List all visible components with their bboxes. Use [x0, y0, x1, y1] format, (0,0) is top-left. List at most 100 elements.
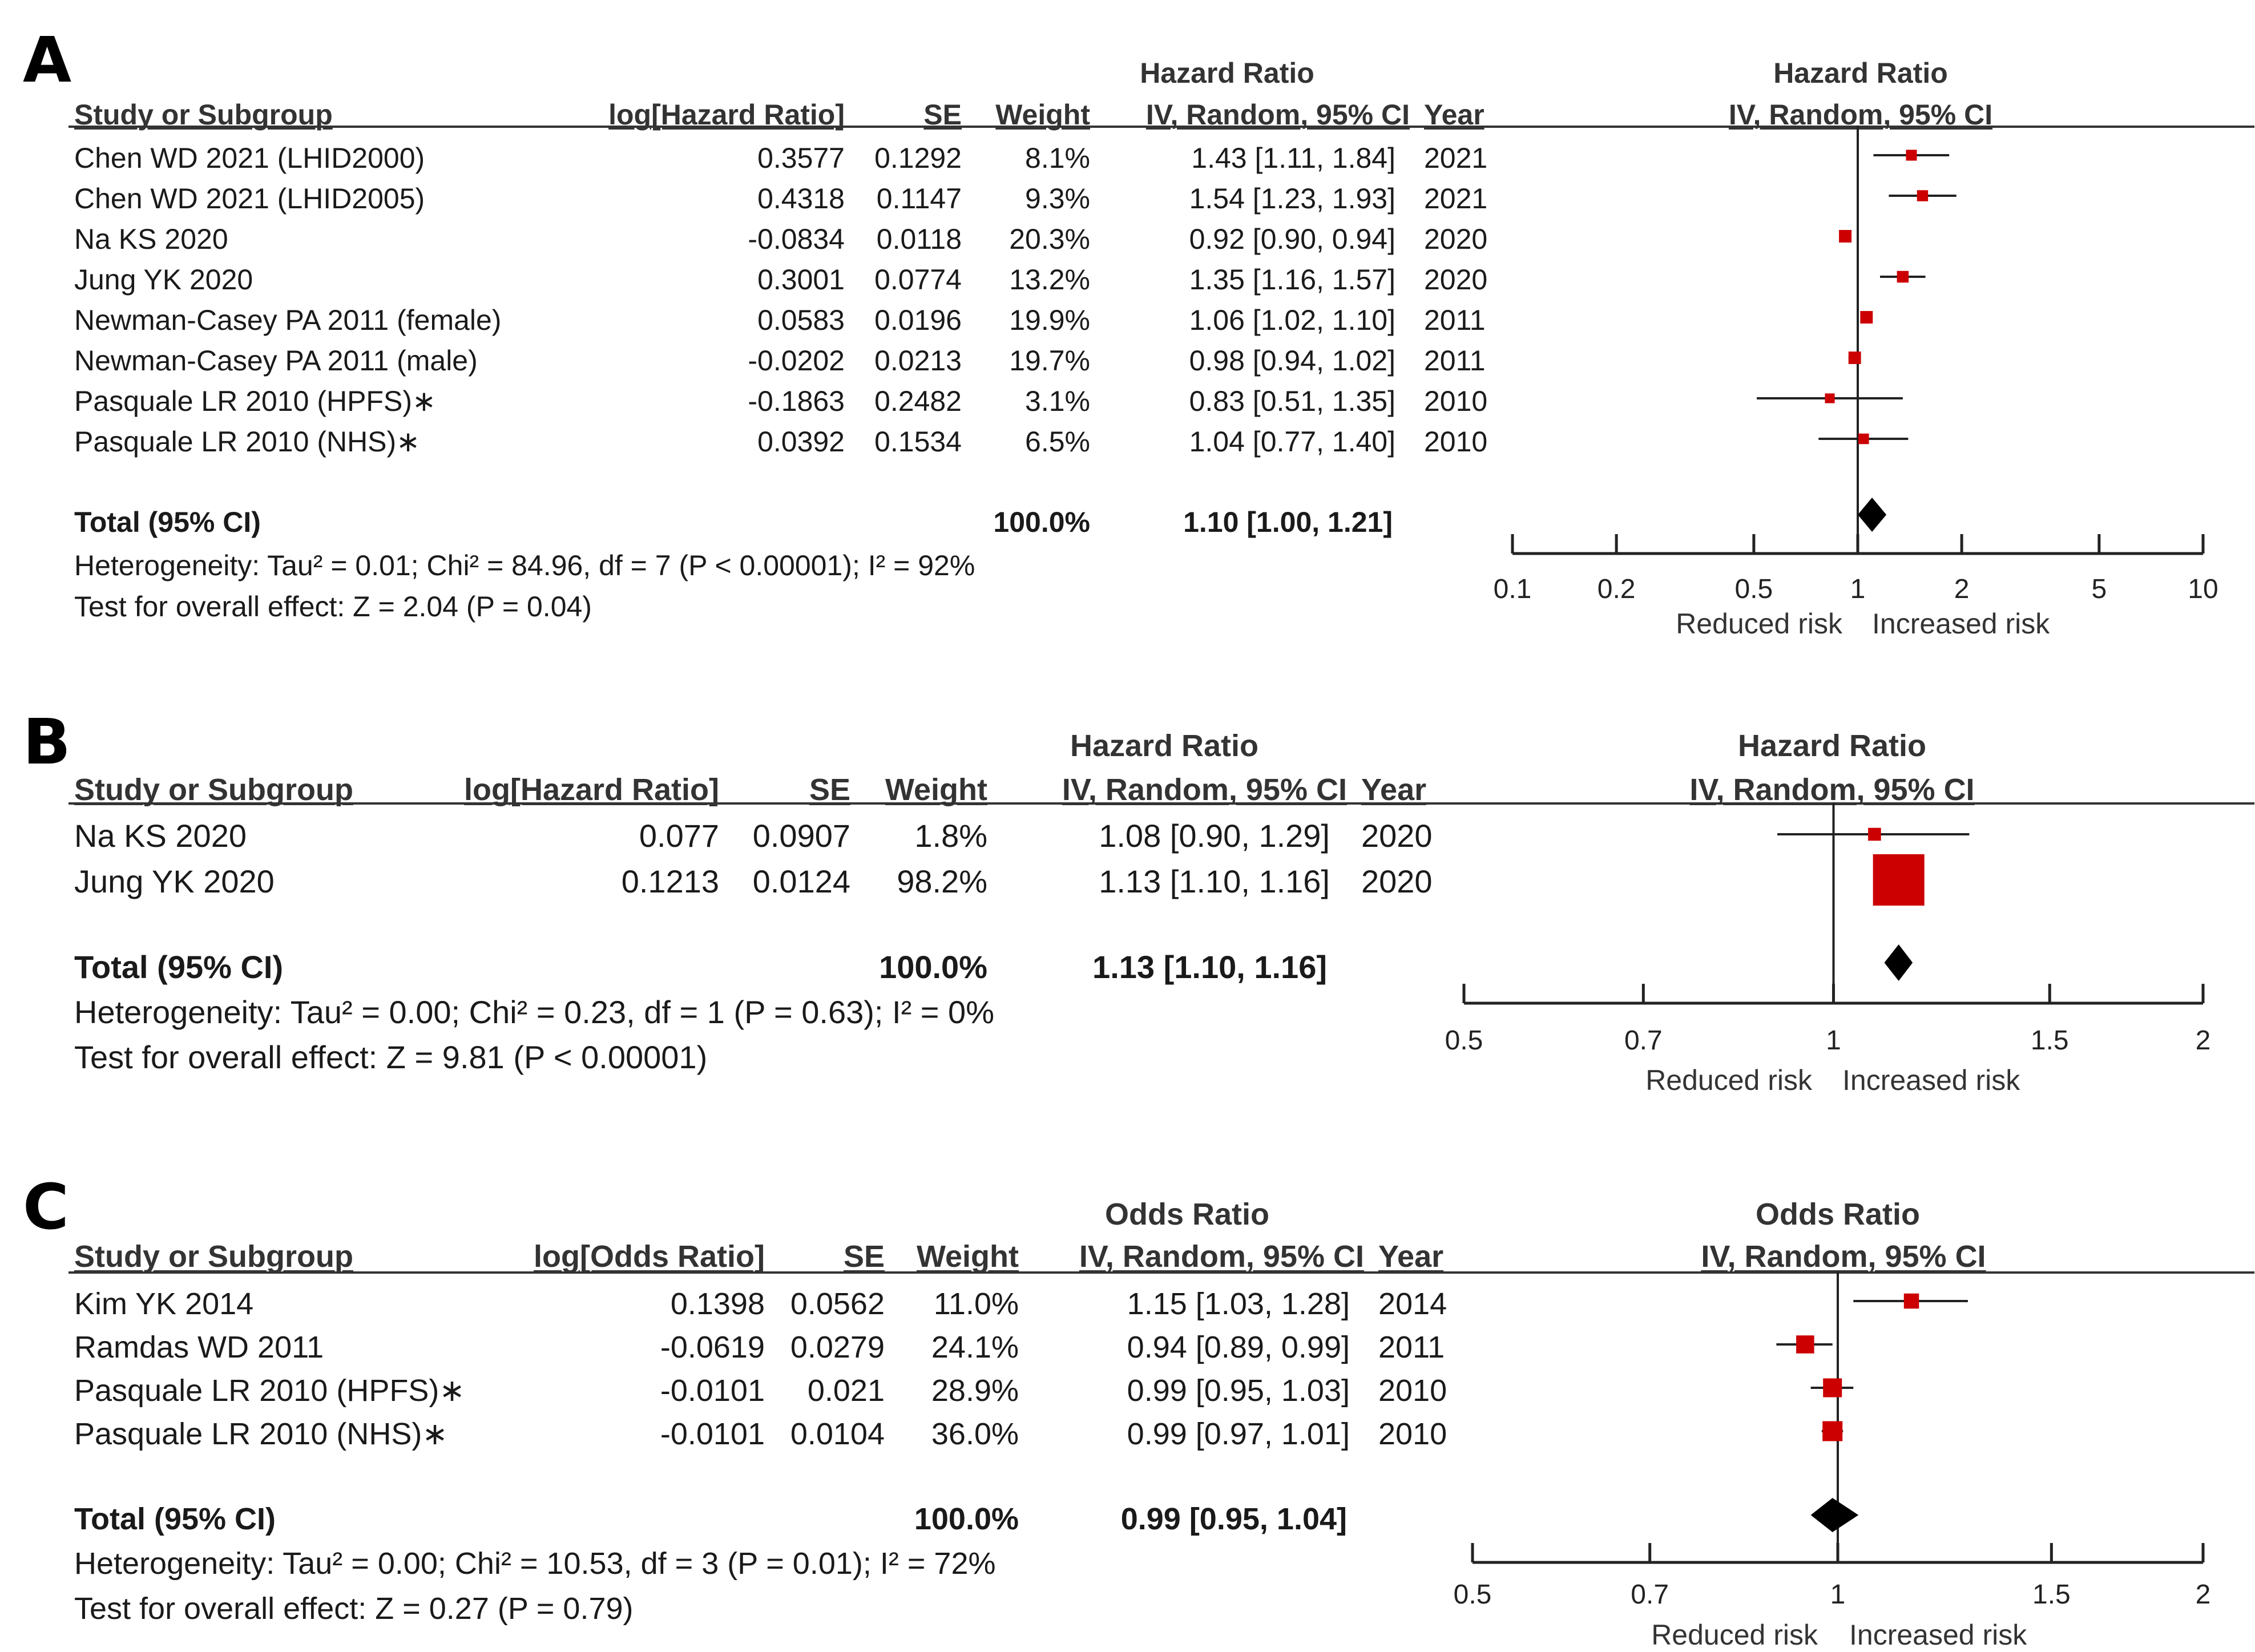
total-ci: 1.10 [1.00, 1.21] — [1183, 506, 1393, 538]
ci-value: 0.98 [0.94, 1.02] — [1189, 345, 1395, 377]
study-name: Pasquale LR 2010 (NHS)∗ — [74, 1417, 448, 1451]
col-header-ci: IV, Random, 95% CI — [1145, 99, 1410, 131]
col-header-weight: Weight — [917, 1239, 1019, 1274]
favours-right-label: Increased risk — [1872, 608, 2050, 640]
forest-plot-area: 0.1 0.2 0.5 1 2 5 10 Reduced risk Increased risk — [1494, 126, 2218, 640]
se-value: 0.1147 — [876, 183, 962, 215]
se-value: 0.1534 — [874, 426, 962, 458]
tick-label: 0.7 — [1624, 1025, 1663, 1056]
weight-value: 6.5% — [1025, 426, 1090, 458]
effect-header: Odds Ratio — [1104, 1197, 1269, 1231]
col-header-study: Study or Subgroup — [74, 773, 353, 807]
weight-value: 11.0% — [933, 1287, 1019, 1321]
year-value: 2020 — [1361, 818, 1433, 854]
col-header-se: SE — [809, 773, 850, 807]
panel-label-a: A — [23, 23, 72, 96]
log-effect-value: 0.3577 — [757, 142, 845, 174]
tick-label: 0.5 — [1445, 1025, 1483, 1056]
overall-effect-text: Test for overall effect: Z = 2.04 (P = 0… — [74, 591, 592, 623]
ci-value: 0.83 [0.51, 1.35] — [1189, 385, 1395, 417]
pooled-effect-diamond — [1810, 1498, 1859, 1532]
log-effect-value: -0.0101 — [660, 1417, 765, 1451]
effect-square — [1796, 1335, 1814, 1354]
log-effect-value: 0.4318 — [757, 183, 845, 215]
study-name: Pasquale LR 2010 (HPFS)∗ — [74, 385, 436, 417]
weight-value: 1.8% — [914, 818, 987, 854]
weight-value: 19.9% — [1009, 304, 1090, 336]
favours-right-label: Increased risk — [1842, 1064, 2020, 1096]
forest-plot-panel-a: A Hazard Ratio Hazard Ratio Study or Sub… — [0, 0, 2255, 673]
tick-label: 2 — [1954, 574, 1970, 604]
log-effect-value: -0.0619 — [660, 1330, 765, 1364]
year-value: 2010 — [1378, 1417, 1447, 1451]
ci-value: 0.94 [0.89, 0.99] — [1127, 1330, 1350, 1364]
plot-header: Hazard Ratio — [1773, 57, 1948, 89]
log-effect-value: 0.077 — [639, 818, 719, 854]
se-value: 0.1292 — [874, 142, 962, 174]
total-label: Total (95% CI) — [74, 949, 284, 985]
pooled-effect-diamond — [1884, 944, 1913, 981]
effect-square — [1839, 230, 1852, 243]
year-value: 2010 — [1424, 385, 1488, 417]
tick-label: 1.5 — [2031, 1025, 2069, 1056]
study-name: Chen WD 2021 (LHID2000) — [74, 142, 425, 174]
weight-value: 13.2% — [1009, 264, 1090, 296]
header-rule — [68, 802, 2254, 805]
effect-square — [1917, 190, 1929, 201]
plot-subheader: IV, Random, 95% CI — [1689, 773, 1975, 807]
weight-value: 28.9% — [931, 1374, 1019, 1408]
weight-value: 36.0% — [931, 1417, 1019, 1451]
log-effect-value: 0.0583 — [757, 304, 845, 336]
log-effect-value: -0.1863 — [748, 385, 845, 417]
tick-label: 0.7 — [1631, 1580, 1669, 1610]
plot-subheader: IV, Random, 95% CI — [1728, 99, 1993, 131]
se-value: 0.0213 — [874, 345, 962, 377]
year-value: 2020 — [1361, 863, 1433, 899]
log-effect-value: 0.0392 — [757, 426, 845, 458]
study-name: Pasquale LR 2010 (NHS)∗ — [74, 426, 421, 458]
plot-header: Odds Ratio — [1755, 1197, 1920, 1231]
favours-right-label: Increased risk — [1849, 1619, 2027, 1651]
col-header-ci: IV, Random, 95% CI — [1079, 1239, 1364, 1274]
heterogeneity-text: Heterogeneity: Tau² = 0.00; Chi² = 0.23,… — [74, 994, 994, 1030]
study-name: Na KS 2020 — [74, 223, 228, 255]
year-value: 2014 — [1378, 1287, 1447, 1321]
year-value: 2021 — [1424, 183, 1488, 215]
favours-left-label: Reduced risk — [1676, 608, 1843, 640]
year-value: 2011 — [1424, 345, 1486, 377]
se-value: 0.0118 — [876, 223, 962, 255]
ci-value: 0.99 [0.97, 1.01] — [1127, 1417, 1350, 1451]
col-header-weight: Weight — [995, 99, 1090, 131]
favours-left-label: Reduced risk — [1651, 1619, 1818, 1651]
effect-header: Hazard Ratio — [1070, 729, 1259, 763]
total-label: Total (95% CI) — [74, 1502, 276, 1536]
year-value: 2020 — [1424, 264, 1488, 296]
year-value: 2010 — [1424, 426, 1488, 458]
tick-label: 0.1 — [1494, 574, 1532, 604]
study-name: Ramdas WD 2011 — [74, 1330, 324, 1364]
weight-value: 20.3% — [1009, 223, 1090, 255]
tick-label: 0.2 — [1598, 574, 1636, 604]
log-effect-value: 0.3001 — [757, 264, 845, 296]
effect-square — [1903, 1293, 1919, 1309]
col-header-weight: Weight — [885, 773, 987, 807]
year-value: 2011 — [1424, 304, 1486, 336]
col-header-log-effect: log[Hazard Ratio] — [608, 99, 845, 131]
se-value: 0.0562 — [790, 1287, 885, 1321]
se-value: 0.0124 — [752, 863, 850, 899]
weight-value: 24.1% — [931, 1330, 1019, 1364]
se-value: 0.0774 — [874, 264, 962, 296]
study-name: Newman-Casey PA 2011 (female) — [74, 304, 502, 336]
se-value: 0.2482 — [874, 385, 962, 417]
col-header-se: SE — [923, 99, 962, 131]
tick-label: 1 — [1850, 574, 1866, 604]
forest-plot-area: 0.5 0.7 1 1.5 2 Reduced risk Increased risk — [1445, 802, 2210, 1096]
study-name: Jung YK 2020 — [74, 264, 253, 296]
pooled-effect-diamond — [1858, 498, 1887, 532]
total-weight: 100.0% — [914, 1502, 1019, 1536]
col-header-ci: IV, Random, 95% CI — [1062, 773, 1347, 807]
study-name: Kim YK 2014 — [74, 1287, 254, 1321]
se-value: 0.0279 — [790, 1330, 885, 1364]
col-header-study: Study or Subgroup — [74, 99, 333, 131]
favours-left-label: Reduced risk — [1645, 1064, 1813, 1096]
